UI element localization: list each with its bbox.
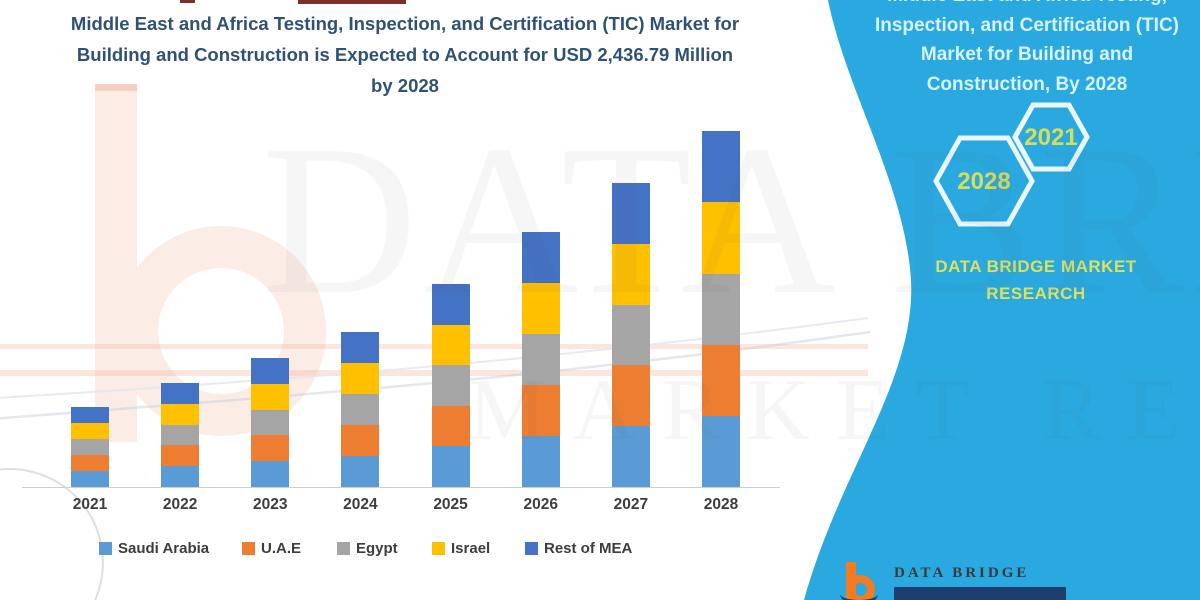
bar-segment-saudi-arabia-2021	[71, 470, 109, 487]
hexagon-2028: 2028	[933, 135, 1035, 227]
legend-label: U.A.E	[261, 540, 302, 557]
page-title-line: Building and Construction is Expected to…	[76, 44, 734, 65]
bar-segment-egypt-2021	[71, 438, 109, 455]
bar-segment-rest-of-mea-2026	[521, 232, 560, 284]
side-panel-title-line: Inspection, and Certification (TIC)	[874, 14, 1179, 36]
bar-segment-egypt-2022	[161, 424, 200, 446]
x-axis-line	[22, 487, 780, 488]
top-cropped-red-fragment	[298, 0, 406, 4]
top-cropped-red-fragment	[180, 0, 195, 3]
footer-logo-swoosh-icon	[840, 583, 878, 600]
bar-segment-u-a-e-2023	[251, 435, 290, 462]
legend-item-rest-of-mea: Rest of MEA	[525, 540, 632, 557]
x-axis-label-2026: 2026	[523, 496, 558, 513]
page-title: Middle East and Africa Testing, Inspecti…	[15, 8, 795, 101]
bar-segment-rest-of-mea-2027	[611, 183, 650, 244]
legend-item-egypt: Egypt	[337, 540, 398, 557]
brand-line: RESEARCH	[986, 284, 1086, 303]
bar-segment-israel-2027	[611, 243, 650, 305]
hexagon-2021-outline	[1012, 102, 1090, 172]
legend-swatch-icon	[242, 542, 255, 555]
bar-segment-israel-2028	[702, 202, 740, 274]
x-axis-label-2023: 2023	[253, 496, 288, 513]
legend-label: Rest of MEA	[544, 540, 633, 557]
footer-brand-text: DATA BRIDGE	[894, 565, 1030, 581]
bar-segment-u-a-e-2021	[71, 454, 109, 471]
bar-segment-rest-of-mea-2028	[702, 131, 740, 203]
legend-item-u-a-e: U.A.E	[242, 540, 301, 557]
bar-segment-saudi-arabia-2026	[521, 436, 560, 487]
side-panel-title-line: Middle East and Africa Testing,	[860, 0, 1194, 11]
x-axis-label-2025: 2025	[433, 496, 468, 513]
bar-segment-u-a-e-2024	[341, 425, 380, 457]
hexagon-2028-outline	[933, 135, 1035, 227]
legend-label: Saudi Arabia	[118, 540, 210, 557]
legend-label: Israel	[451, 540, 491, 557]
legend-item-saudi-arabia: Saudi Arabia	[99, 540, 209, 557]
brand-line: DATA BRIDGE MARKET	[935, 257, 1137, 276]
bar-segment-saudi-arabia-2024	[341, 456, 380, 487]
side-panel-title-line: Market for Building and	[920, 44, 1134, 65]
legend-swatch-icon	[525, 542, 538, 555]
bar-segment-egypt-2023	[251, 409, 290, 436]
side-panel-title-line: Construction, By 2028	[926, 73, 1128, 95]
side-panel-background	[804, 0, 1200, 600]
hexagon-2021: 2021	[1012, 102, 1090, 172]
bar-segment-saudi-arabia-2023	[251, 461, 290, 487]
page-title-line: by 2028	[371, 75, 439, 96]
bar-2022	[161, 383, 200, 487]
hexagon-2021-label: 2021	[1024, 124, 1077, 151]
side-panel-brand-text: DATA BRIDGE MARKET RESEARCH	[905, 253, 1167, 307]
bar-segment-saudi-arabia-2025	[431, 446, 470, 487]
x-axis-label-2028: 2028	[703, 496, 739, 513]
bar-segment-rest-of-mea-2021	[71, 406, 109, 423]
x-axis-label-2027: 2027	[613, 496, 649, 513]
watermark-logo-b-accent	[95, 84, 137, 91]
bar-segment-israel-2022	[161, 403, 200, 425]
bar-segment-saudi-arabia-2028	[702, 415, 740, 487]
footer-logo-navy-strip	[894, 587, 1066, 600]
legend-swatch-icon	[432, 542, 445, 555]
legend-swatch-icon	[337, 542, 350, 555]
bar-segment-u-a-e-2022	[161, 445, 200, 467]
bar-segment-saudi-arabia-2027	[611, 426, 650, 487]
page-title-line: Middle East and Africa Testing, Inspecti…	[70, 13, 740, 34]
x-axis-label-2021: 2021	[72, 496, 108, 513]
legend-item-israel: Israel	[432, 540, 490, 557]
side-panel-title: Middle East and Africa Testing, Inspecti…	[860, 0, 1194, 99]
x-axis-label-2022: 2022	[162, 496, 198, 513]
legend-swatch-icon	[99, 542, 112, 555]
hexagon-2028-label: 2028	[957, 168, 1010, 195]
legend-label: Egypt	[356, 540, 398, 557]
x-axis-label-2024: 2024	[343, 496, 378, 513]
bar-2021	[71, 406, 109, 487]
footer-logo: DATA BRIDGE	[838, 556, 1138, 600]
bar-segment-israel-2021	[71, 422, 109, 439]
bar-segment-egypt-2024	[341, 394, 380, 426]
bar-segment-u-a-e-2025	[431, 405, 470, 447]
bar-segment-saudi-arabia-2022	[161, 466, 200, 487]
